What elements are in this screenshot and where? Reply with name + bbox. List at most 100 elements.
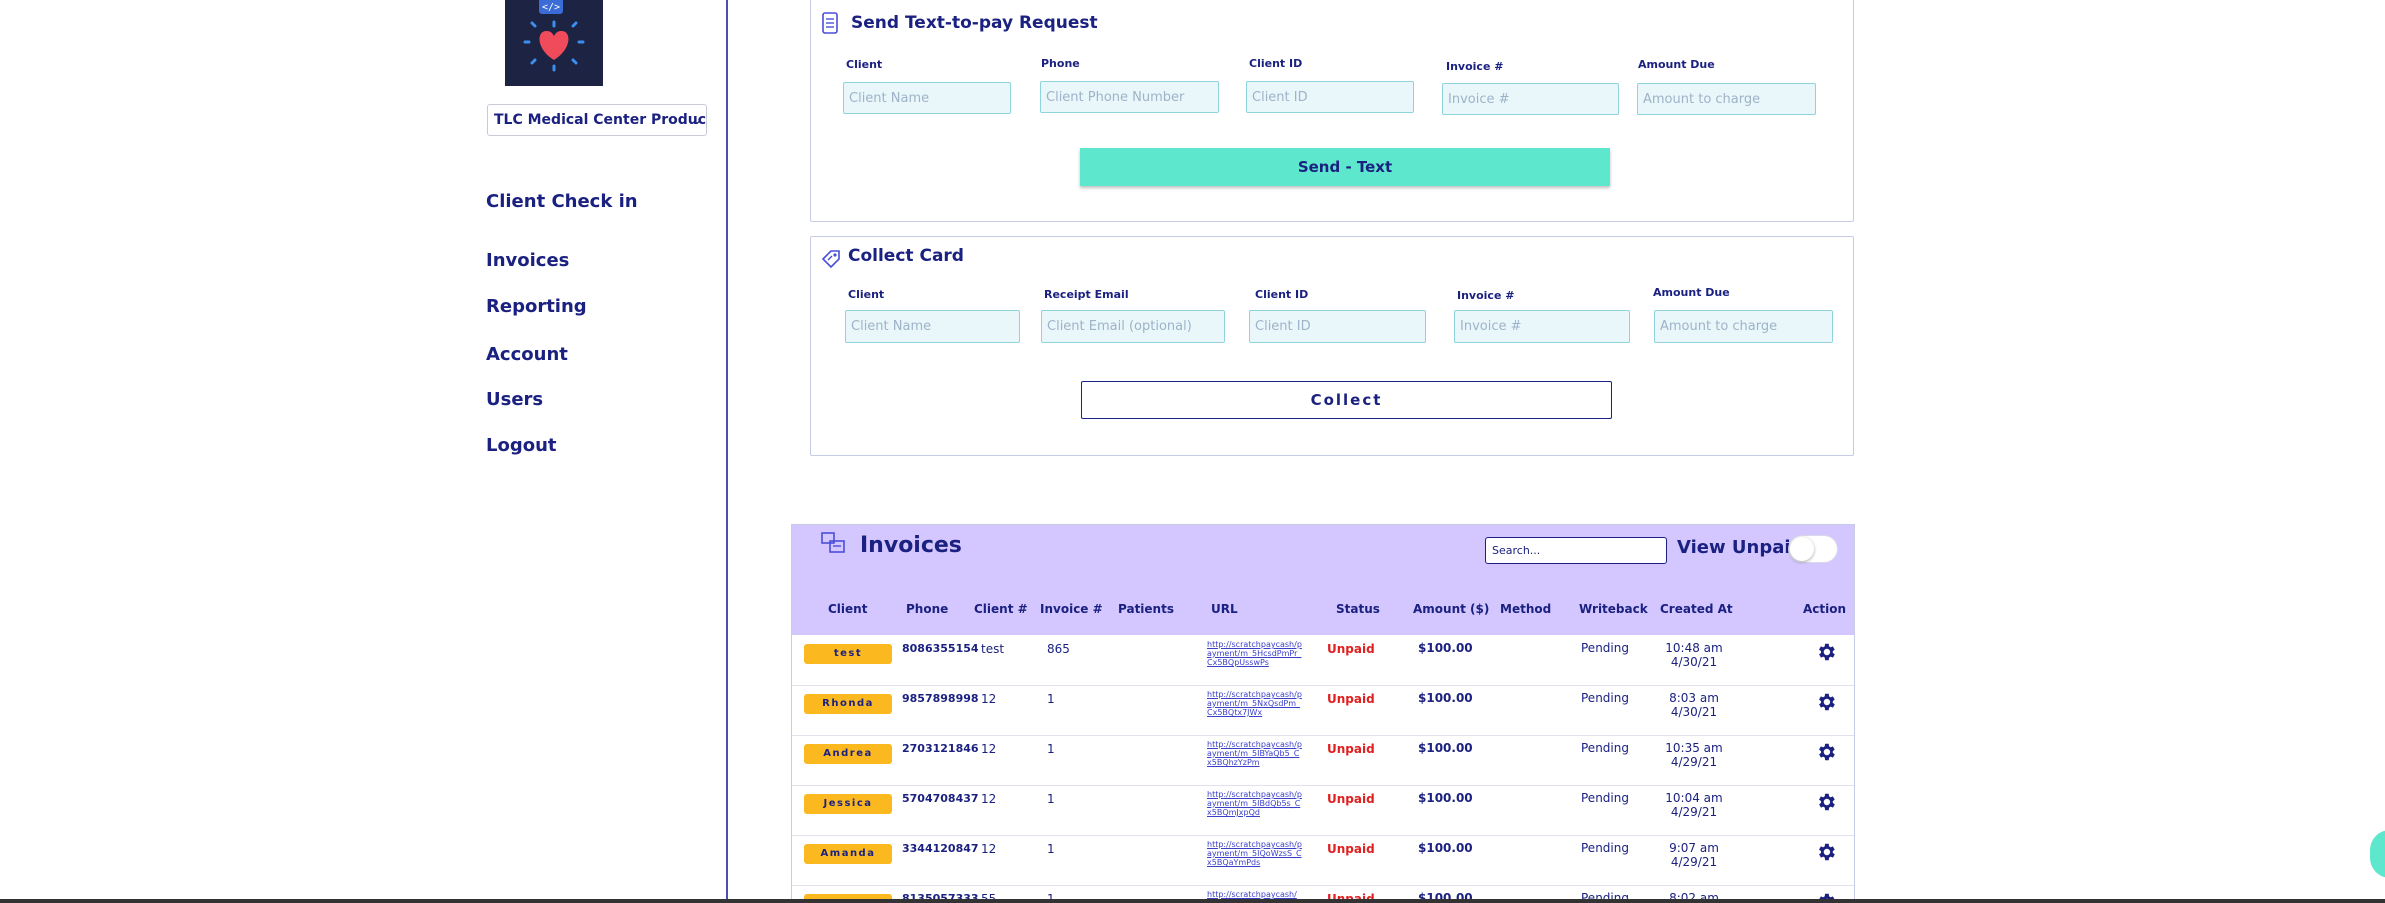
payment-url-link[interactable]: http://scratchpaycash/payment/m_5IQoWzsS… bbox=[1207, 840, 1302, 867]
col-client: Client bbox=[828, 602, 868, 616]
col-status: Status bbox=[1336, 602, 1380, 616]
client-no-cell: test bbox=[981, 642, 1005, 656]
ttp-invoice-label: Invoice # bbox=[1446, 60, 1504, 73]
collect-card-title: Collect Card bbox=[848, 246, 964, 266]
ttp-client-input[interactable] bbox=[843, 82, 1011, 114]
table-row[interactable]: Jessica 5704708437 12 1 http://scratchpaycas… bbox=[792, 786, 1854, 836]
status-cell: Unpaid bbox=[1327, 792, 1375, 806]
ttp-phone-label: Phone bbox=[1041, 57, 1080, 70]
invoices-header: Invoices View Unpaid Client Phone Client… bbox=[792, 525, 1854, 635]
client-badge[interactable]: Andrea bbox=[804, 744, 892, 764]
client-no-cell: 55 bbox=[981, 892, 997, 903]
invoice-no-cell: 1 bbox=[1047, 892, 1055, 903]
phone-cell: 2703121846 bbox=[902, 742, 979, 755]
created-at-cell: 8:03 am 4/30/21 bbox=[1664, 691, 1724, 719]
ttp-invoice-input[interactable] bbox=[1442, 83, 1619, 115]
invoice-no-cell: 1 bbox=[1047, 792, 1055, 806]
client-badge[interactable]: Amanda bbox=[804, 844, 892, 864]
nav-invoices[interactable]: Invoices bbox=[486, 250, 570, 271]
writeback-cell: Pending bbox=[1581, 841, 1629, 855]
created-at-cell: 10:48 am 4/30/21 bbox=[1664, 641, 1724, 669]
created-date: 4/29/21 bbox=[1670, 855, 1718, 869]
writeback-cell: Pending bbox=[1581, 641, 1629, 655]
col-client-no: Client # bbox=[974, 602, 1028, 616]
ttp-client-id-input[interactable] bbox=[1246, 81, 1414, 113]
payment-url-link[interactable]: http://scratchpaycash/payment/m_5HcsdPmP… bbox=[1207, 640, 1302, 667]
payment-url-link[interactable]: http://scratchpaycash/payment/m_5IBdQb5s… bbox=[1207, 790, 1302, 817]
phone-cell: 8135057333 bbox=[902, 892, 979, 903]
text-to-pay-title: Send Text-to-pay Request bbox=[851, 13, 1098, 33]
cc-invoice-input[interactable] bbox=[1454, 310, 1630, 343]
col-created-at: Created At bbox=[1660, 602, 1733, 616]
chat-widget-icon[interactable] bbox=[2370, 830, 2385, 878]
table-row[interactable]: test 8086355154 test 865 http://scratchpayca… bbox=[792, 636, 1854, 686]
payment-url-link[interactable]: http://scratchpaycash/payment/m_5NxQsdPm… bbox=[1207, 690, 1302, 717]
created-date: 4/29/21 bbox=[1670, 755, 1718, 769]
created-at-cell: 10:04 am 4/29/21 bbox=[1664, 791, 1724, 819]
client-badge[interactable]: Jessica bbox=[804, 794, 892, 814]
toggle-knob bbox=[1790, 537, 1814, 561]
nav-logout[interactable]: Logout bbox=[486, 435, 557, 456]
status-cell: Unpaid bbox=[1327, 842, 1375, 856]
svg-text:</>: </> bbox=[542, 2, 560, 13]
organization-select-value: TLC Medical Center Product bbox=[494, 112, 707, 128]
invoices-panel: Invoices View Unpaid Client Phone Client… bbox=[791, 524, 1855, 903]
col-url: URL bbox=[1211, 602, 1238, 616]
amount-cell: $100.00 bbox=[1418, 841, 1473, 855]
tag-icon bbox=[821, 250, 840, 269]
view-unpaid-toggle[interactable] bbox=[1788, 535, 1838, 563]
gear-icon[interactable] bbox=[1815, 741, 1837, 763]
nav-account[interactable]: Account bbox=[486, 344, 568, 365]
writeback-cell: Pending bbox=[1581, 791, 1629, 805]
table-row[interactable]: 8135057333 55 1 http://scratchpaycash/Unpai… bbox=[792, 886, 1854, 903]
created-time: 10:35 am bbox=[1665, 741, 1723, 755]
cc-amount-label: Amount Due bbox=[1653, 286, 1730, 299]
writeback-cell: Pending bbox=[1581, 891, 1629, 903]
phone-cell: 9857898998 bbox=[902, 692, 979, 705]
cc-email-input[interactable] bbox=[1041, 310, 1225, 343]
client-badge[interactable]: test bbox=[804, 644, 892, 664]
collect-button[interactable]: Collect bbox=[1081, 381, 1612, 419]
gear-icon[interactable] bbox=[1815, 841, 1837, 863]
client-badge[interactable]: Rhonda bbox=[804, 694, 892, 714]
status-cell: Unpaid bbox=[1327, 892, 1375, 903]
writeback-cell: Pending bbox=[1581, 691, 1629, 705]
phone-icon bbox=[822, 12, 838, 34]
amount-cell: $100.00 bbox=[1418, 891, 1473, 903]
gear-icon[interactable] bbox=[1815, 641, 1837, 663]
nav-users[interactable]: Users bbox=[486, 389, 544, 410]
cc-client-id-input[interactable] bbox=[1249, 310, 1426, 343]
client-no-cell: 12 bbox=[981, 742, 997, 756]
ttp-phone-input[interactable] bbox=[1040, 81, 1219, 113]
invoice-no-cell: 1 bbox=[1047, 842, 1055, 856]
created-at-cell: 10:35 am 4/29/21 bbox=[1664, 741, 1724, 769]
nav-client-checkin[interactable]: Client Check in bbox=[486, 191, 638, 212]
col-patients: Patients bbox=[1118, 602, 1174, 616]
cc-amount-input[interactable] bbox=[1654, 310, 1833, 343]
table-row[interactable]: Rhonda 9857898998 12 1 http://scratchpaycash… bbox=[792, 686, 1854, 736]
cc-client-input[interactable] bbox=[845, 310, 1020, 343]
view-unpaid-label: View Unpaid bbox=[1677, 537, 1804, 558]
table-row[interactable]: Amanda 3344120847 12 1 http://scratchpaycash… bbox=[792, 836, 1854, 886]
phone-cell: 3344120847 bbox=[902, 842, 979, 855]
col-phone: Phone bbox=[906, 602, 949, 616]
gear-icon[interactable] bbox=[1815, 691, 1837, 713]
created-time: 8:02 am bbox=[1669, 891, 1719, 903]
send-text-button[interactable]: Send - Text bbox=[1080, 148, 1610, 186]
ttp-amount-label: Amount Due bbox=[1638, 58, 1715, 71]
client-badge[interactable] bbox=[804, 894, 892, 902]
invoice-no-cell: 865 bbox=[1047, 642, 1070, 656]
cc-client-id-label: Client ID bbox=[1255, 288, 1309, 301]
nav-reporting[interactable]: Reporting bbox=[486, 296, 587, 317]
payment-url-link[interactable]: http://scratchpaycash/ bbox=[1207, 890, 1297, 899]
created-time: 10:48 am bbox=[1665, 641, 1723, 655]
created-time: 9:07 am bbox=[1669, 841, 1719, 855]
col-action: Action bbox=[1803, 602, 1847, 616]
gear-icon[interactable] bbox=[1815, 791, 1837, 813]
chevron-down-icon: ⌄ bbox=[691, 113, 702, 127]
table-row[interactable]: Andrea 2703121846 12 1 http://scratchpaycash… bbox=[792, 736, 1854, 786]
payment-url-link[interactable]: http://scratchpaycash/payment/m_5IBYaQb5… bbox=[1207, 740, 1302, 767]
organization-select[interactable]: TLC Medical Center Product ⌄ bbox=[487, 104, 707, 136]
invoice-search-input[interactable] bbox=[1485, 537, 1667, 564]
ttp-amount-input[interactable] bbox=[1637, 83, 1816, 115]
